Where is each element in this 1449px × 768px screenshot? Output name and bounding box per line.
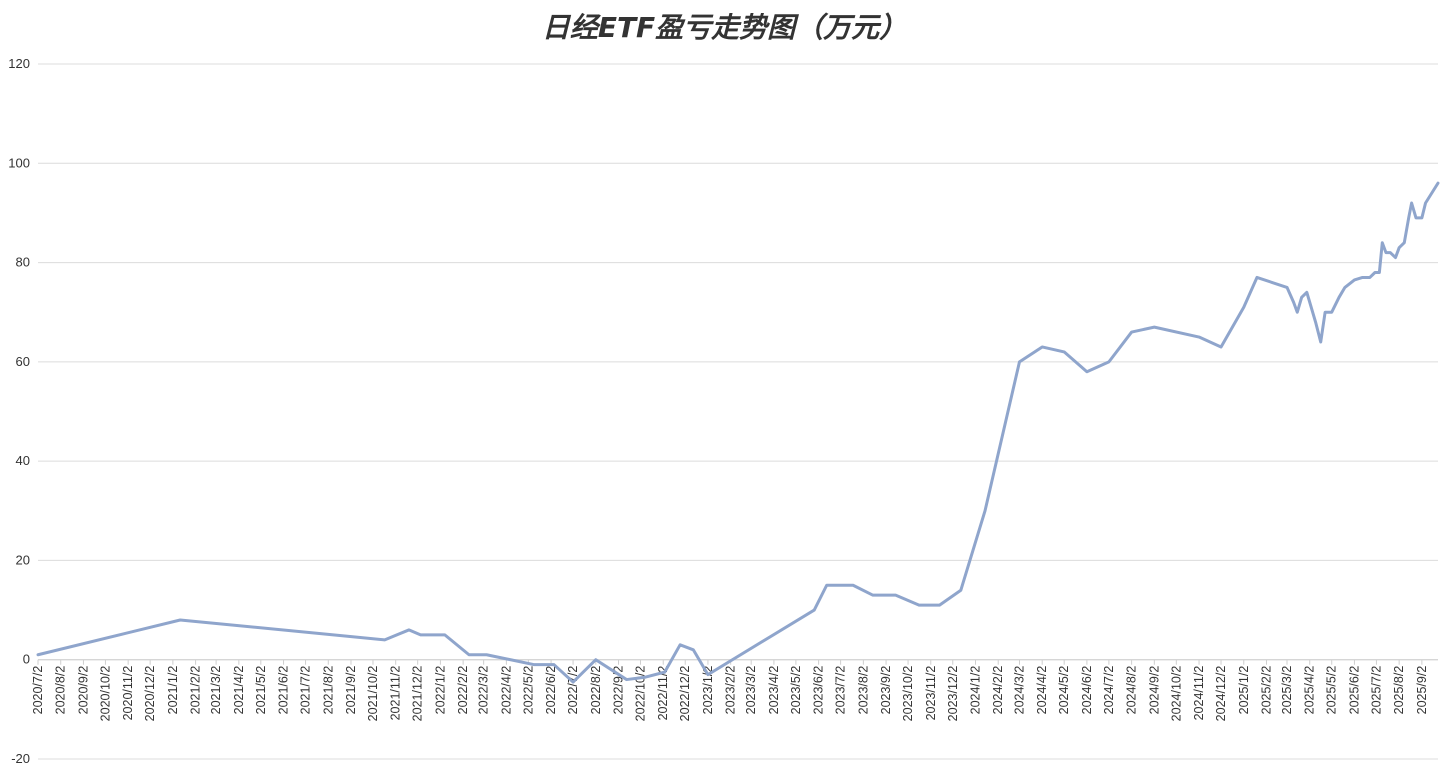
x-tick-label: 2022/12/2	[678, 666, 692, 722]
x-tick-label: 2021/3/2	[209, 666, 223, 715]
x-tick-label: 2025/3/2	[1280, 666, 1294, 715]
x-tick-label: 2023/9/2	[879, 666, 893, 715]
x-tick-label: 2025/9/2	[1415, 666, 1429, 715]
x-tick-label: 2024/9/2	[1147, 666, 1161, 715]
y-tick-label: -20	[11, 751, 30, 766]
x-tick-label: 2024/7/2	[1102, 666, 1116, 715]
x-tick-label: 2022/5/2	[521, 666, 535, 715]
x-tick-label: 2024/11/2	[1192, 666, 1206, 721]
y-tick-label: 40	[16, 453, 30, 468]
x-tick-label: 2022/1/2	[433, 666, 447, 715]
x-tick-label: 2023/3/2	[744, 666, 758, 715]
y-tick-label: 120	[8, 56, 30, 71]
x-tick-label: 2021/8/2	[321, 666, 335, 715]
x-tick-label: 2025/1/2	[1237, 666, 1251, 715]
x-tick-label: 2023/5/2	[789, 666, 803, 715]
x-tick-label: 2020/7/2	[31, 666, 45, 715]
x-tick-label: 2024/2/2	[991, 666, 1005, 715]
x-tick-label: 2022/8/2	[589, 666, 603, 715]
y-axis-ticks: -20 0 20 40 60 80 100 120	[8, 56, 30, 766]
x-tick-label: 2025/4/2	[1303, 666, 1317, 715]
x-tick-label: 2024/6/2	[1080, 666, 1094, 715]
x-tick-label: 2021/10/2	[366, 666, 380, 722]
x-tick-label: 2025/6/2	[1347, 666, 1361, 715]
x-tick-label: 2020/10/2	[98, 666, 112, 722]
x-tick-label: 2022/10/2	[634, 666, 648, 722]
x-tick-label: 2022/3/2	[477, 666, 491, 715]
x-tick-label: 2023/4/2	[767, 666, 781, 715]
series-layer	[36, 181, 1440, 684]
x-tick-label: 2023/2/2	[724, 666, 738, 715]
x-tick-label: 2022/7/2	[566, 666, 580, 715]
x-tick-label: 2021/11/2	[389, 666, 403, 721]
series-line-0	[36, 181, 1440, 684]
x-tick-label: 2025/7/2	[1369, 666, 1383, 715]
y-tick-label: 80	[16, 255, 30, 270]
x-tick-label: 2021/12/2	[411, 666, 425, 722]
x-tick-label: 2020/9/2	[76, 666, 90, 715]
x-tick-label: 2023/7/2	[834, 666, 848, 715]
x-tick-label: 2024/8/2	[1125, 666, 1139, 715]
x-tick-label: 2024/5/2	[1057, 666, 1071, 715]
y-tick-label: 100	[8, 155, 30, 170]
x-tick-label: 2024/4/2	[1035, 666, 1049, 715]
x-tick-label: 2020/12/2	[143, 666, 157, 722]
x-tick-label: 2025/2/2	[1259, 666, 1273, 715]
x-tick-label: 2024/12/2	[1214, 666, 1228, 722]
x-tick-label: 2022/4/2	[499, 666, 513, 715]
x-tick-label: 2020/11/2	[121, 666, 135, 721]
x-tick-label: 2021/2/2	[189, 666, 203, 715]
chart-title: 日经ETF盈亏走势图（万元）	[541, 11, 908, 44]
x-tick-label: 2024/1/2	[968, 666, 982, 715]
y-tick-label: 60	[16, 354, 30, 369]
y-tick-label: 0	[23, 652, 30, 667]
x-tick-label: 2023/12/2	[946, 666, 960, 722]
x-tick-label: 2021/5/2	[254, 666, 268, 715]
x-tick-label: 2023/1/2	[701, 666, 715, 715]
x-tick-label: 2022/2/2	[456, 666, 470, 715]
gridlines	[38, 63, 1438, 760]
x-tick-label: 2021/1/2	[166, 666, 180, 715]
x-tick-label: 2024/3/2	[1012, 666, 1026, 715]
y-tick-label: 20	[16, 552, 30, 567]
x-tick-label: 2021/6/2	[277, 666, 291, 715]
x-tick-label: 2024/10/2	[1169, 666, 1183, 722]
x-axis-ticks: 2020/7/2 2020/8/2 2020/9/2 2020/10/2 2020/11…	[31, 659, 1429, 722]
x-tick-label: 2021/7/2	[299, 666, 313, 715]
x-tick-label: 2021/4/2	[232, 666, 246, 715]
x-tick-label: 2025/5/2	[1325, 666, 1339, 715]
x-tick-label: 2025/8/2	[1392, 666, 1406, 715]
x-tick-label: 2023/8/2	[856, 666, 870, 715]
x-tick-label: 2020/8/2	[54, 666, 68, 715]
x-tick-label: 2023/10/2	[901, 666, 915, 722]
x-tick-label: 2023/6/2	[812, 666, 826, 715]
x-tick-label: 2022/11/2	[656, 666, 670, 721]
x-tick-label: 2022/6/2	[544, 666, 558, 715]
x-tick-label: 2023/11/2	[924, 666, 938, 721]
x-tick-label: 2021/9/2	[344, 666, 358, 715]
